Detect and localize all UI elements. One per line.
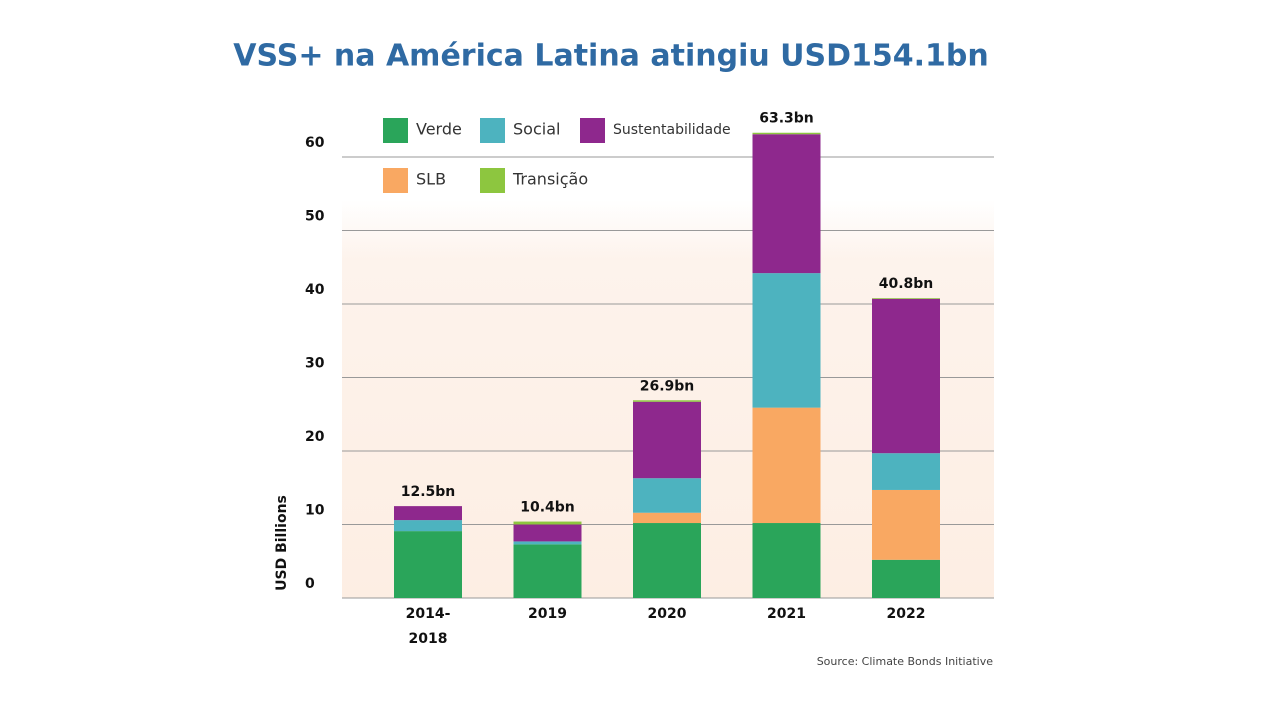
legend-label: Verde <box>416 120 462 139</box>
bar-segment <box>633 523 701 598</box>
y-tick-label: 10 <box>305 503 325 519</box>
total-label: 40.8bn <box>879 276 934 292</box>
y-axis-title: USD Billions <box>274 495 290 591</box>
bar-segment <box>752 407 821 524</box>
legend-label: Social <box>513 120 560 139</box>
bar-segment <box>633 400 701 402</box>
bar-segment <box>513 524 582 542</box>
legend-swatch <box>480 118 505 143</box>
y-tick-label: 40 <box>305 282 325 298</box>
bar-segment <box>872 453 940 490</box>
chart-title: VSS+ na América Latina atingiu USD154.1b… <box>233 39 989 74</box>
legend-swatch <box>480 168 505 193</box>
bar-segment <box>394 531 462 598</box>
y-tick-label: 50 <box>305 209 325 225</box>
total-label: 26.9bn <box>640 378 695 394</box>
legend-label: Sustentabilidade <box>613 122 731 138</box>
bar-segment <box>633 512 701 524</box>
total-label: 63.3bn <box>759 111 814 127</box>
y-tick-label: 30 <box>305 356 325 372</box>
bar-segment <box>872 559 940 598</box>
x-tick-label: 2022 <box>887 606 926 622</box>
bar-segment <box>394 520 462 532</box>
bar-segment <box>394 506 462 521</box>
legend-label: Transição <box>512 170 588 189</box>
bar-segment <box>872 298 940 454</box>
bar-segment <box>752 523 821 598</box>
y-tick-label: 60 <box>305 135 325 151</box>
legend-swatch <box>383 118 408 143</box>
legend-swatch <box>383 168 408 193</box>
total-label: 12.5bn <box>401 484 456 500</box>
bar-segment <box>513 544 582 598</box>
legend-swatch <box>580 118 605 143</box>
bar-segment <box>633 478 701 513</box>
bar-segment <box>513 521 582 525</box>
bar-segment <box>752 132 821 135</box>
source: Source: Climate Bonds Initiative <box>817 655 994 668</box>
x-tick-label: 2020 <box>648 606 687 622</box>
legend-label: SLB <box>416 170 446 189</box>
total-label: 10.4bn <box>520 500 575 516</box>
x-tick-label: 2014-2018 <box>406 606 451 647</box>
y-tick-label: 20 <box>305 429 325 445</box>
x-tick-label: 2019 <box>528 606 567 622</box>
x-tick-label: 2021 <box>767 606 806 622</box>
bar-segment <box>752 134 821 274</box>
bar-segment <box>633 401 701 479</box>
y-tick-label: 0 <box>305 576 315 592</box>
bar-segment <box>872 298 940 299</box>
bar-segment <box>752 273 821 408</box>
bar-segment <box>872 489 940 560</box>
bar-segment <box>513 541 582 545</box>
